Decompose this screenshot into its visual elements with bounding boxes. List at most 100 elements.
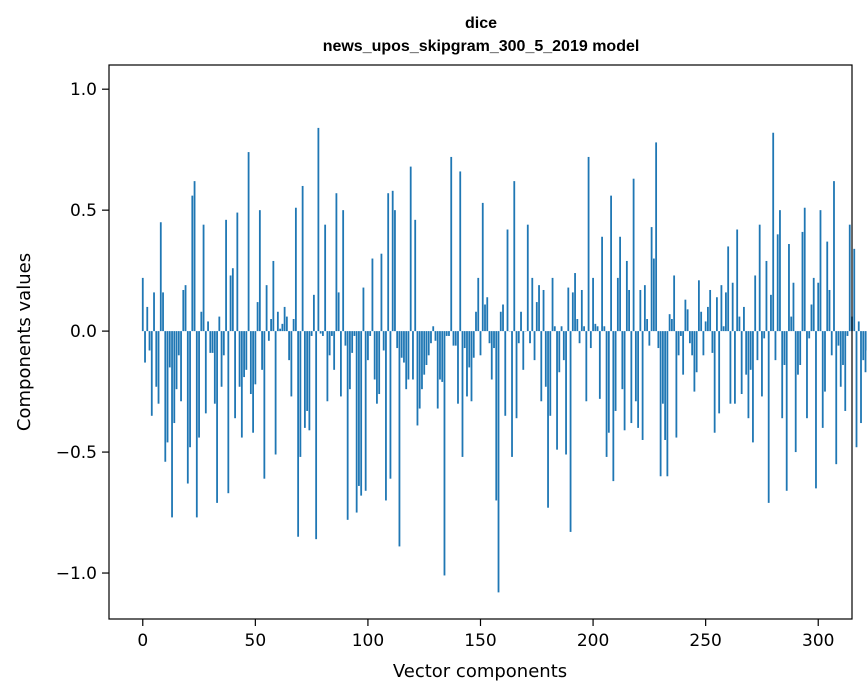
bar-149 (477, 277, 480, 332)
bar-263 (734, 331, 736, 404)
bar-191 (571, 292, 574, 332)
bar-260 (727, 246, 730, 332)
bar-303 (824, 331, 826, 392)
bar-116 (403, 331, 405, 363)
bar-301 (819, 210, 822, 332)
x-tick-label: 50 (245, 631, 267, 651)
bar-107 (382, 331, 385, 351)
bar-4 (150, 331, 153, 416)
bar-239 (679, 331, 682, 336)
bar-261 (729, 331, 732, 404)
bar-312 (844, 331, 847, 411)
bar-1 (144, 331, 146, 363)
bar-150 (479, 331, 482, 356)
bar-25 (198, 331, 200, 438)
bar-103 (373, 331, 376, 380)
bar-199 (589, 331, 592, 349)
bar-95 (355, 331, 358, 513)
bar-22 (191, 195, 194, 332)
bar-302 (821, 331, 824, 428)
bar-35 (220, 331, 223, 387)
bar-281 (774, 331, 777, 361)
bar-104 (376, 331, 378, 404)
bar-91 (346, 331, 349, 520)
bar-86 (335, 193, 338, 332)
bar-32 (213, 331, 216, 404)
bar-160 (502, 304, 504, 332)
bar-171 (526, 224, 529, 332)
bar-155 (490, 331, 493, 380)
bar-28 (204, 331, 207, 414)
bar-220 (637, 331, 640, 428)
bar-251 (707, 306, 709, 332)
bar-313 (846, 331, 849, 336)
bar-3 (148, 331, 151, 351)
bar-187 (562, 331, 565, 361)
y-tick-label: 0.5 (70, 201, 97, 221)
bar-242 (686, 309, 689, 332)
bar-270 (749, 331, 752, 370)
bar-271 (752, 331, 754, 443)
bar-197 (585, 331, 588, 402)
bar-299 (815, 331, 817, 489)
bar-290 (794, 331, 797, 453)
bar-232 (664, 331, 667, 440)
bar-13 (171, 331, 173, 518)
x-tick-label: 200 (577, 631, 609, 651)
bar-92 (349, 331, 351, 390)
bar-2 (146, 306, 149, 332)
bar-80 (321, 331, 324, 336)
bar-213 (621, 331, 624, 390)
bar-248 (700, 311, 703, 332)
bar-318 (857, 321, 860, 332)
bar-70 (299, 331, 302, 457)
bar-109 (387, 193, 390, 332)
bar-288 (790, 316, 793, 332)
bar-202 (596, 326, 599, 332)
bar-258 (722, 326, 725, 332)
bar-188 (565, 331, 567, 455)
bar-283 (779, 210, 781, 332)
bar-37 (225, 219, 227, 332)
bar-30 (209, 331, 212, 353)
bar-180 (547, 331, 549, 508)
bar-267 (743, 306, 745, 332)
bar-115 (400, 331, 403, 358)
bar-145 (468, 331, 471, 368)
bar-265 (738, 316, 741, 332)
bar-106 (380, 253, 383, 332)
bar-60 (276, 311, 279, 332)
bar-96 (358, 331, 360, 486)
bar-307 (833, 181, 835, 332)
bar-11 (166, 331, 169, 443)
bar-127 (427, 331, 430, 356)
bar-40 (231, 268, 234, 332)
bar-279 (770, 294, 772, 332)
bar-255 (716, 297, 718, 332)
bar-291 (797, 331, 799, 375)
bar-214 (623, 331, 626, 431)
bar-144 (466, 331, 468, 397)
bar-209 (612, 331, 615, 482)
bar-84 (330, 331, 333, 336)
bar-165 (513, 181, 516, 332)
bar-284 (781, 331, 784, 419)
bar-26 (200, 311, 203, 332)
bar-204 (601, 236, 603, 332)
bar-311 (842, 331, 844, 365)
bar-211 (616, 277, 619, 332)
bar-132 (439, 331, 441, 380)
bar-167 (517, 331, 520, 344)
bar-157 (495, 331, 498, 501)
bar-123 (418, 331, 421, 409)
bar-121 (414, 219, 417, 332)
bar-304 (826, 241, 829, 332)
bar-253 (711, 331, 714, 353)
bar-5 (153, 292, 155, 332)
bar-146 (470, 331, 473, 402)
bar-101 (369, 331, 372, 336)
bar-114 (398, 331, 401, 547)
bar-241 (684, 299, 687, 332)
bar-8 (159, 222, 162, 332)
